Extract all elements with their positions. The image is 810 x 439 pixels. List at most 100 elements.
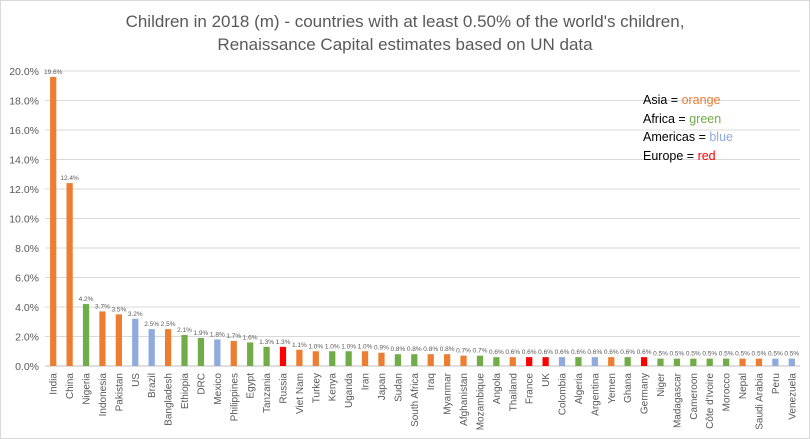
bar	[296, 349, 303, 366]
data-label: 1.3%	[276, 339, 291, 346]
bar	[66, 183, 73, 366]
bar	[723, 358, 730, 366]
x-tick-label: UK	[541, 373, 552, 387]
y-tick-label: 14.0%	[9, 155, 39, 167]
data-label: 0.5%	[719, 351, 734, 358]
bar	[526, 357, 533, 366]
bar	[132, 318, 139, 366]
data-label: 0.8%	[440, 346, 455, 353]
data-label: 0.6%	[522, 349, 537, 356]
y-axis-ticks: 0.0% 2.0% 4.0% 6.0% 8.0% 10.0% 12.0% 14.0% 16.0%…	[9, 66, 39, 373]
chart-title-line-1: Children in 2018 (m) - countries with at…	[125, 12, 685, 31]
data-label: 0.5%	[752, 351, 767, 358]
data-label: 0.7%	[473, 348, 488, 355]
bar	[361, 351, 369, 366]
data-label: 0.7%	[456, 348, 471, 355]
bar	[345, 351, 352, 366]
legend-region-name: Americas =	[643, 130, 710, 144]
data-label: 2.1%	[177, 327, 192, 334]
data-label: 0.6%	[637, 349, 652, 356]
x-tick-label: Mozambique	[475, 373, 486, 431]
x-tick-label: Brazil	[147, 373, 158, 398]
x-tick-label: Iraq	[426, 373, 437, 390]
bar	[542, 357, 549, 366]
y-tick-label: 8.0%	[15, 243, 39, 255]
data-label: 0.8%	[423, 346, 438, 353]
x-tick-label: Nigeria	[82, 373, 93, 405]
bar	[476, 355, 484, 366]
bar	[460, 355, 467, 366]
x-tick-label: Argentina	[590, 373, 601, 416]
x-tick-label: Bangladesh	[164, 373, 175, 426]
legend-entry: Asia = orange	[643, 93, 721, 107]
data-label: 0.6%	[489, 349, 504, 356]
bar	[99, 311, 106, 366]
gridlines	[45, 70, 800, 367]
x-tick-label: Germany	[640, 373, 651, 414]
bar	[755, 358, 763, 366]
bar	[591, 357, 598, 366]
data-label: 4.2%	[79, 296, 94, 303]
x-tick-label: Ethiopia	[180, 373, 191, 410]
x-tick-label: Turkey	[311, 373, 322, 403]
legend-color-word: orange	[681, 93, 721, 107]
bar	[50, 76, 57, 367]
data-label: 0.6%	[571, 349, 586, 356]
data-label: 0.8%	[390, 346, 405, 353]
bar	[706, 358, 713, 366]
x-tick-label: Myanmar	[443, 372, 454, 414]
x-tick-label: South Africa	[410, 373, 421, 427]
x-tick-label: Madagascar	[672, 372, 683, 428]
data-label: 2.5%	[144, 321, 159, 328]
data-label: 1.1%	[292, 342, 307, 349]
bar	[657, 358, 664, 366]
data-label: 1.3%	[259, 339, 274, 346]
data-label: 19.6%	[44, 69, 63, 76]
y-tick-label: 10.0%	[9, 214, 39, 226]
x-tick-label: Yemen	[607, 373, 618, 404]
x-tick-label: Angola	[492, 373, 503, 405]
bar	[329, 351, 336, 366]
y-tick-label: 18.0%	[9, 96, 39, 108]
y-tick-label: 6.0%	[15, 273, 39, 285]
y-tick-label: 2.0%	[15, 332, 39, 344]
x-tick-label: Venezuela	[787, 373, 798, 420]
legend-region-name: Europe =	[643, 148, 698, 163]
x-tick-label: Japan	[377, 373, 388, 400]
bar	[263, 346, 270, 366]
x-tick-label: Colombia	[558, 373, 569, 416]
data-label: 0.5%	[784, 351, 799, 358]
data-label: 0.6%	[538, 349, 553, 356]
x-tick-label: Indonesia	[98, 373, 109, 417]
data-label: 0.6%	[555, 349, 570, 356]
bar	[214, 339, 221, 366]
legend-entry: Europe = red	[643, 149, 716, 163]
data-label: 0.6%	[620, 349, 635, 356]
bar	[509, 357, 516, 366]
x-tick-label: Sudan	[393, 373, 404, 402]
bar	[247, 342, 254, 366]
x-tick-label: Philippines	[229, 373, 240, 421]
data-labels: 19.6%12.4%4.2%3.7% 3.5%3.2%2.5% 2.5%2.1% 1.…	[44, 69, 799, 358]
bar	[181, 335, 188, 366]
data-label: 1.0%	[358, 343, 373, 350]
bar	[197, 337, 205, 366]
bar	[164, 329, 172, 366]
data-label: 0.5%	[768, 351, 783, 358]
bar	[739, 358, 746, 366]
bar	[411, 354, 418, 366]
legend-entry: Americas = blue	[643, 130, 733, 144]
x-tick-label: Pakistan	[114, 373, 125, 411]
bar	[690, 358, 697, 366]
x-tick-label: China	[65, 373, 76, 400]
data-label: 1.0%	[325, 343, 340, 350]
bar	[640, 357, 648, 366]
x-tick-label: Niger	[656, 372, 667, 397]
data-label: 1.0%	[308, 343, 323, 350]
x-axis-labels: India China Nigeria Indonesia Pakistan US Braz…	[49, 372, 799, 430]
data-label: 0.5%	[653, 351, 668, 358]
bar	[148, 329, 155, 366]
x-tick-label: Russia	[278, 373, 289, 404]
x-tick-label: Saudi Arabia	[754, 373, 765, 430]
